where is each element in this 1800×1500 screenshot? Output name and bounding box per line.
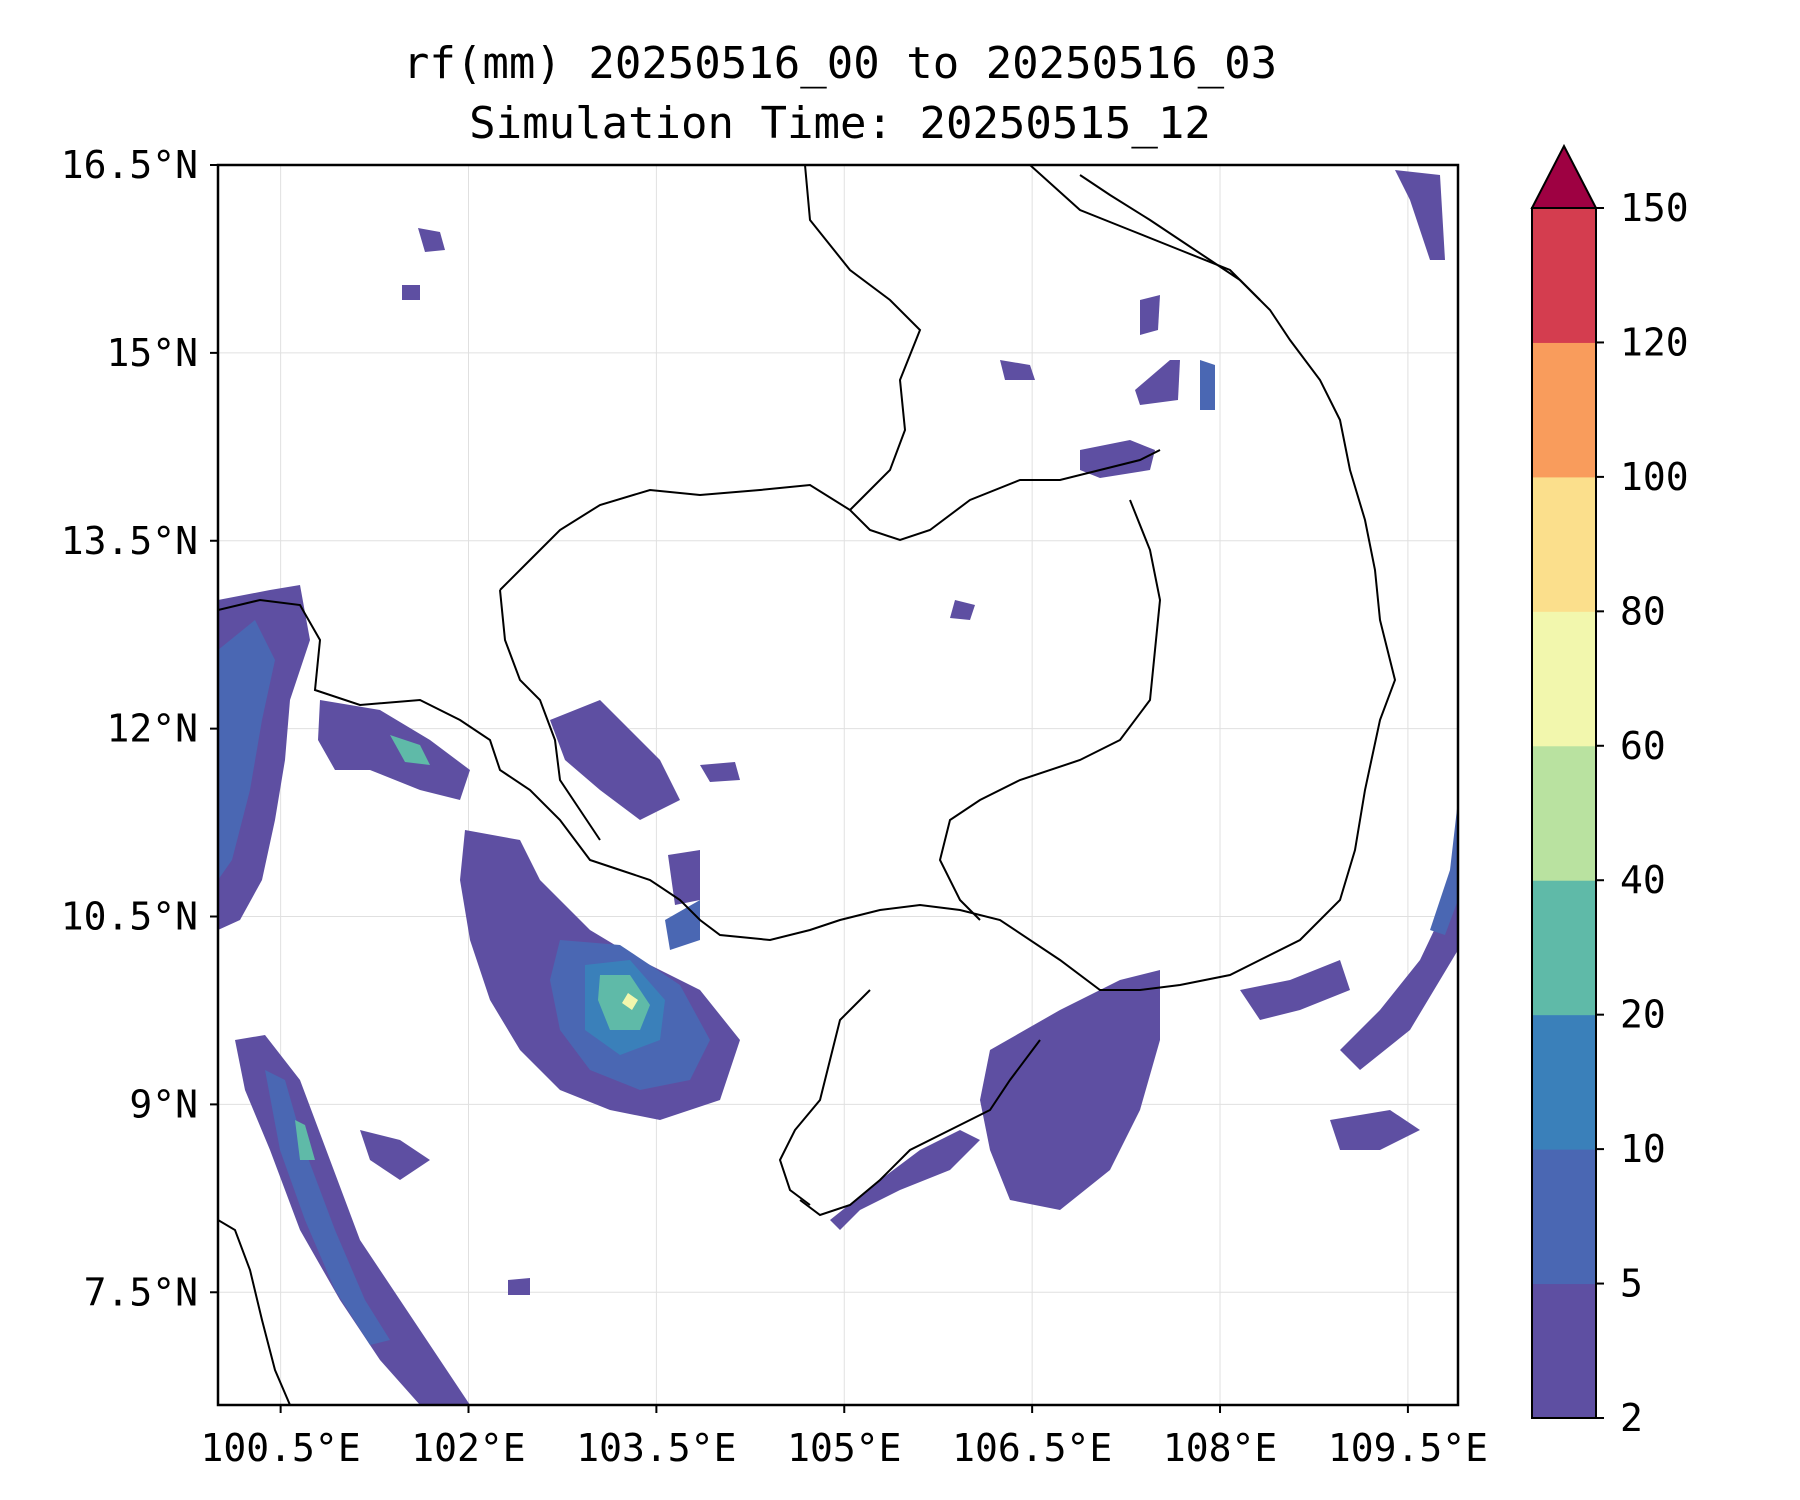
- colorbar-bin: [1532, 208, 1596, 343]
- colorbar: 2 5 10 20 40 60 80 100 120 150: [1530, 143, 1689, 1440]
- rain-area-north-1: [1080, 440, 1155, 478]
- laos-cambodia-border: [804, 165, 922, 511]
- colorbar-label: 20: [1620, 993, 1666, 1037]
- colorbar-label: 5: [1620, 1262, 1643, 1306]
- colorbar-label: 10: [1620, 1127, 1666, 1171]
- rain-area-west-coast-inner: [218, 620, 275, 880]
- rain-area-nw-2: [402, 285, 420, 300]
- rain-area-east-south: [1330, 1110, 1420, 1150]
- rain-area-north-2: [1140, 295, 1160, 335]
- rain-area-gulf-north: [318, 700, 470, 800]
- cambodia-east-border: [938, 499, 1162, 921]
- coastlines-borders: [218, 165, 1397, 1405]
- colorbar-extend-triangle: [1530, 143, 1598, 209]
- rain-area-sw-band-inner: [265, 1070, 390, 1345]
- y-axis-ticks: 16.5°N 15°N 13.5°N 12°N 10.5°N 9°N 7.5°N: [61, 143, 218, 1314]
- y-tick-label: 7.5°N: [84, 1270, 198, 1314]
- colorbar-label: 2: [1620, 1396, 1643, 1440]
- x-tick-label: 102°E: [411, 1426, 525, 1470]
- x-axis-ticks: 100.5°E 102°E 103.5°E 105°E 106.5°E 108°E 109.…: [201, 1405, 1488, 1470]
- colorbar-bin: [1532, 1283, 1596, 1419]
- y-tick-label: 15°N: [106, 331, 198, 375]
- y-tick-label: 10.5°N: [61, 895, 198, 939]
- chart-subtitle: Simulation Time: 20250515_12: [469, 98, 1211, 149]
- colorbar-bin: [1532, 611, 1596, 747]
- colorbar-bin: [1532, 1014, 1596, 1150]
- rain-area-north-4: [1000, 360, 1035, 380]
- colorbar-bin: [1532, 745, 1596, 881]
- x-tick-label: 103.5°E: [576, 1426, 736, 1470]
- rain-area-sw-band-core: [295, 1120, 315, 1160]
- colorbar-bin: [1532, 342, 1596, 478]
- colorbar-bin: [1532, 476, 1596, 612]
- rainfall-fields: [218, 170, 1458, 1405]
- rain-area-east-coast: [1340, 770, 1458, 1070]
- colorbar-label: 150: [1620, 186, 1689, 230]
- x-tick-label: 100.5°E: [201, 1426, 361, 1470]
- rain-area-ne-2: [1200, 360, 1215, 410]
- rain-area-gulf-central-peak: [622, 993, 638, 1010]
- rain-area-cambodia-2: [668, 850, 700, 905]
- vietnam-north-border: [1029, 165, 1261, 301]
- mekong-delta-coast: [799, 1039, 1041, 1217]
- colorbar-bin: [1532, 1149, 1596, 1285]
- colorbar-label: 80: [1620, 589, 1666, 633]
- colorbar-label: 60: [1620, 724, 1666, 768]
- rain-area-delta-west: [830, 1130, 980, 1230]
- rain-area-south-1: [508, 1278, 530, 1295]
- vietnam-south-coast: [778, 989, 871, 1206]
- colorbar-bin: [1532, 880, 1596, 1016]
- y-tick-label: 16.5°N: [61, 143, 198, 187]
- rain-area-mekong-delta: [980, 970, 1160, 1210]
- x-tick-label: 108°E: [1163, 1426, 1277, 1470]
- thai-gulf-coastline: [218, 174, 1397, 991]
- rain-area-east-coast-inner: [1430, 800, 1458, 935]
- x-tick-label: 105°E: [787, 1426, 901, 1470]
- peninsula-coastline: [218, 1219, 291, 1405]
- rain-area-ne-1: [1395, 170, 1445, 260]
- map-frame: [216, 163, 1460, 1407]
- y-tick-label: 13.5°N: [61, 519, 198, 563]
- y-tick-label: 9°N: [129, 1082, 198, 1126]
- colorbar-label: 40: [1620, 858, 1666, 902]
- y-tick-label: 12°N: [106, 707, 198, 751]
- colorbar-label: 120: [1620, 320, 1689, 364]
- thai-cambodia-west-border: [499, 589, 601, 841]
- x-tick-label: 106.5°E: [952, 1426, 1112, 1470]
- rain-area-north-3: [1135, 360, 1180, 405]
- colorbar-frame: [1531, 207, 1597, 1419]
- rain-area-nw-1: [418, 228, 445, 252]
- rain-area-east-offshore: [1240, 960, 1350, 1020]
- rain-area-cambodia-1: [700, 762, 740, 782]
- cambodia-north-border: [499, 449, 1161, 591]
- rain-area-gulf-north-core: [390, 735, 430, 765]
- rain-area-cambodia-coast: [550, 700, 680, 820]
- colorbar-label: 100: [1620, 455, 1689, 499]
- x-tick-label: 109.5°E: [1328, 1426, 1488, 1470]
- chart-title: rf(mm) 20250516_00 to 20250516_03: [402, 38, 1278, 89]
- rain-area-south-2: [360, 1130, 430, 1180]
- rain-area-mid-1: [950, 600, 975, 620]
